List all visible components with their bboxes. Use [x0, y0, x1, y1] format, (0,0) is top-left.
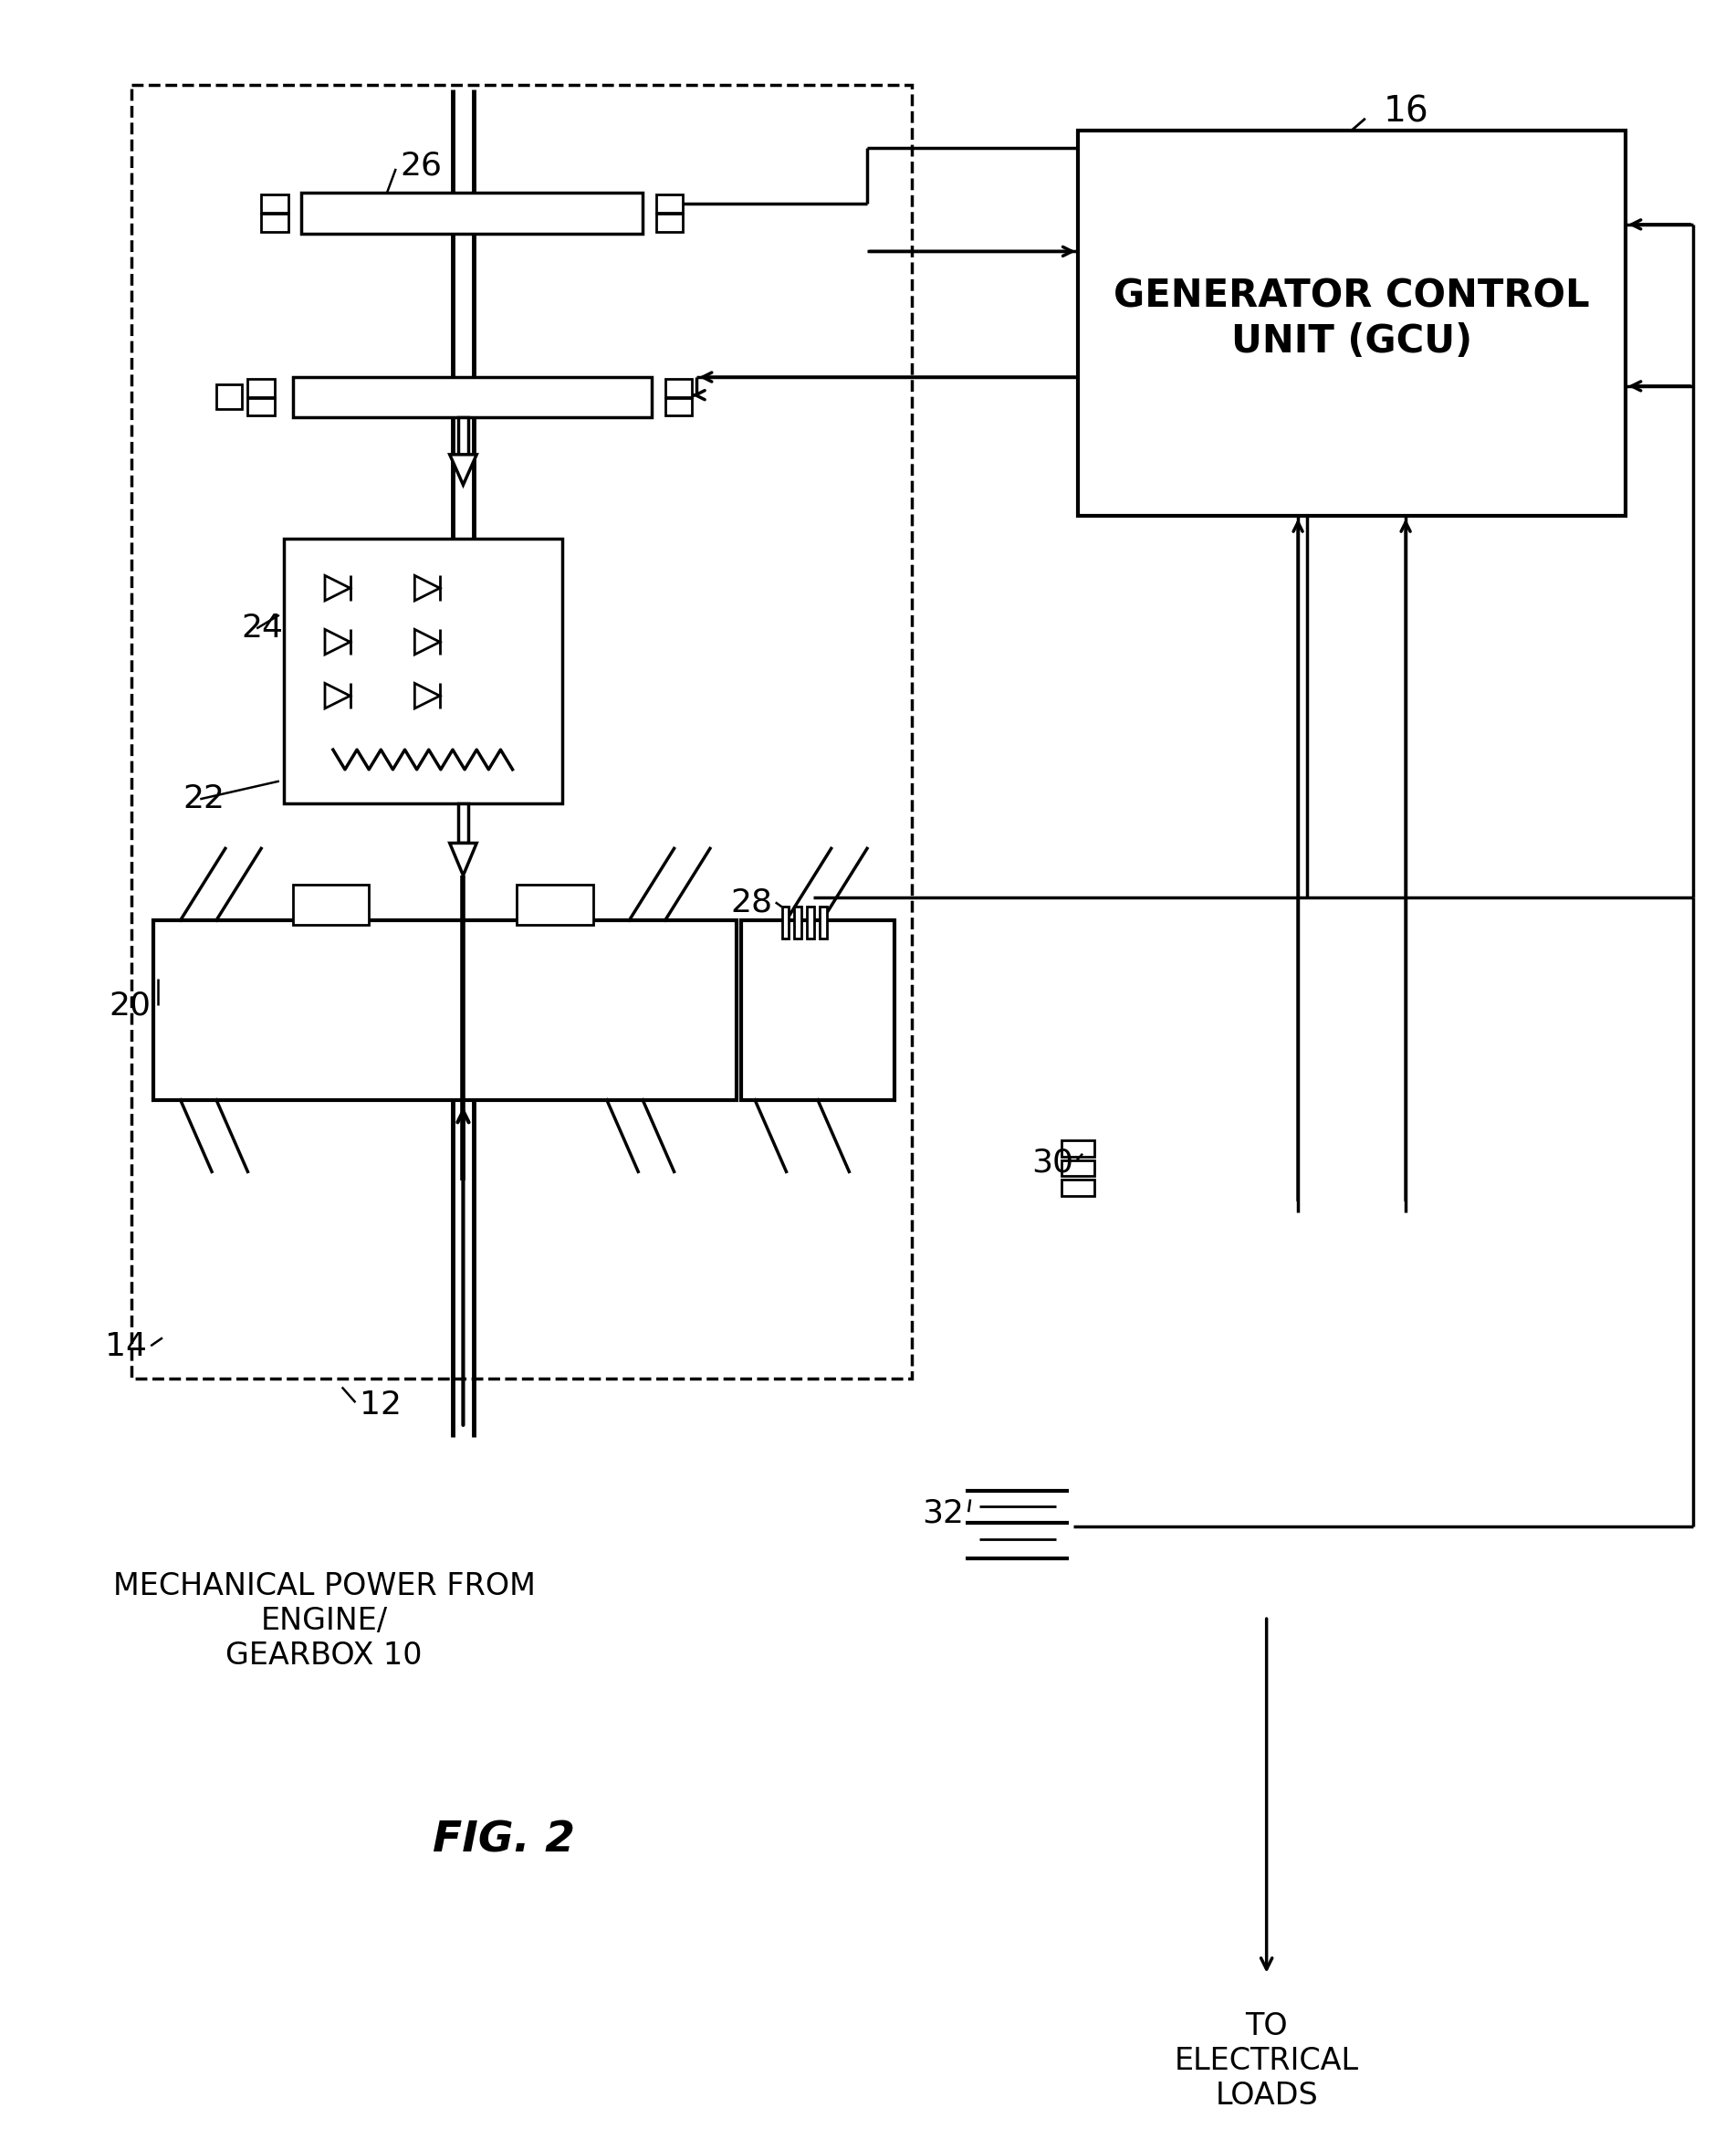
Bar	[1062, 1141, 1094, 1156]
Bar	[260, 213, 288, 232]
Polygon shape	[325, 630, 351, 654]
Bar	[665, 398, 693, 415]
Bar	[656, 213, 682, 232]
Bar	[293, 884, 370, 924]
Text: 20: 20	[109, 990, 151, 1022]
Bar	[302, 194, 642, 234]
Text: 28: 28	[731, 888, 773, 918]
Text: GENERATOR CONTROL: GENERATOR CONTROL	[1115, 277, 1590, 315]
Polygon shape	[325, 683, 351, 709]
Bar	[130, 85, 911, 1377]
Text: 32: 32	[922, 1497, 963, 1529]
Bar	[293, 377, 651, 417]
Text: 14: 14	[106, 1331, 148, 1363]
Bar	[1078, 130, 1625, 515]
Bar	[656, 196, 682, 213]
Bar	[1062, 1160, 1094, 1175]
Polygon shape	[325, 575, 351, 600]
Polygon shape	[450, 453, 477, 485]
Text: 12: 12	[359, 1390, 403, 1420]
Text: TO
ELECTRICAL
LOADS: TO ELECTRICAL LOADS	[1174, 2012, 1359, 2112]
Bar	[807, 907, 814, 939]
Bar	[260, 196, 288, 213]
Bar	[517, 884, 594, 924]
Bar	[458, 803, 469, 843]
Bar	[248, 379, 274, 396]
Polygon shape	[415, 630, 439, 654]
Polygon shape	[450, 843, 477, 875]
Text: MECHANICAL POWER FROM
ENGINE/
GEARBOX 10: MECHANICAL POWER FROM ENGINE/ GEARBOX 10	[113, 1571, 535, 1671]
Bar	[283, 539, 562, 803]
Bar	[458, 417, 469, 453]
Bar	[741, 920, 894, 1101]
Bar	[248, 398, 274, 415]
Bar	[795, 907, 802, 939]
Text: FIG. 2: FIG. 2	[432, 1820, 575, 1861]
Bar	[1062, 1179, 1094, 1196]
Polygon shape	[415, 683, 439, 709]
Text: UNIT (GCU): UNIT (GCU)	[1231, 321, 1472, 360]
Bar	[781, 907, 788, 939]
Text: 30: 30	[1031, 1148, 1073, 1177]
Text: 26: 26	[401, 151, 443, 181]
Text: 24: 24	[241, 613, 283, 643]
Bar	[819, 907, 826, 939]
Bar	[665, 379, 693, 396]
Text: 16: 16	[1384, 96, 1429, 130]
Bar	[217, 383, 241, 409]
Polygon shape	[415, 575, 439, 600]
Text: 22: 22	[182, 783, 226, 815]
Bar	[153, 920, 738, 1101]
